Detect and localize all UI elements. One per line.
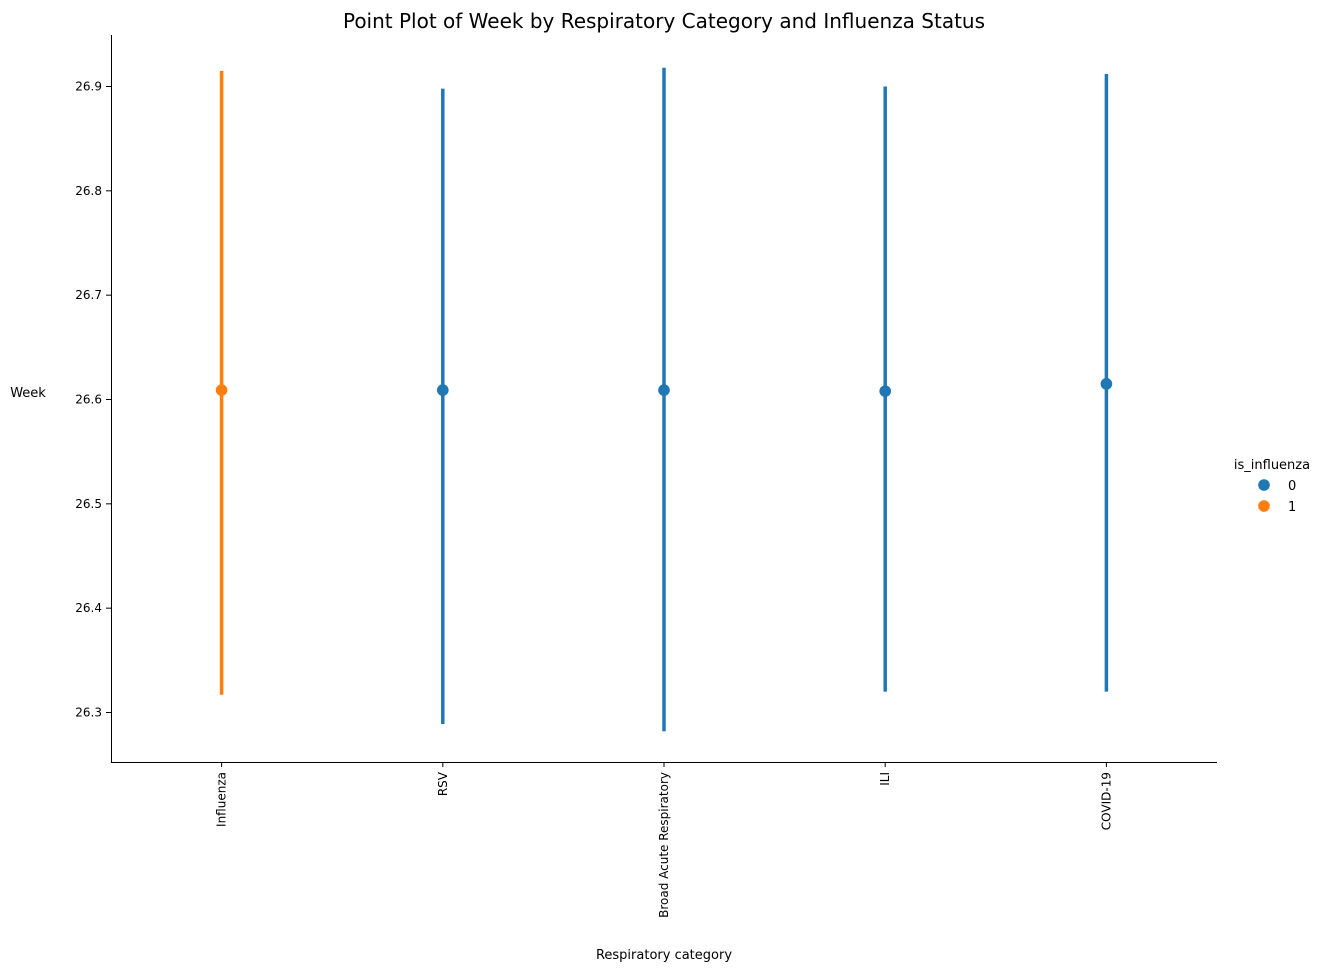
y-tick-label: 26.9 bbox=[75, 80, 102, 94]
data-point bbox=[1100, 378, 1113, 390]
y-tick-label: 26.3 bbox=[75, 706, 102, 720]
x-tick-label: ILI bbox=[878, 772, 892, 786]
legend-marker bbox=[1258, 479, 1270, 491]
data-point bbox=[658, 384, 670, 396]
y-tick-label: 26.8 bbox=[75, 184, 102, 198]
x-tick-label: Broad Acute Respiratory bbox=[657, 772, 671, 918]
y-axis-label: Week bbox=[10, 386, 46, 401]
data-point bbox=[879, 385, 891, 397]
y-tick-label: 26.6 bbox=[75, 393, 102, 407]
x-axis-label: Respiratory category bbox=[596, 948, 732, 963]
legend-entries: 01 bbox=[1258, 479, 1296, 515]
legend-label: 0 bbox=[1288, 479, 1296, 494]
y-tick-label: 26.5 bbox=[75, 497, 102, 511]
legend-title: is_influenza bbox=[1234, 458, 1310, 473]
y-tick-label: 26.4 bbox=[75, 601, 102, 615]
chart-title: Point Plot of Week by Respiratory Catego… bbox=[343, 9, 985, 33]
x-ticks: Influenza RSV Broad Acute Respiratory ILI CO… bbox=[215, 762, 1113, 918]
y-tick-label: 26.7 bbox=[75, 288, 102, 302]
data-marks bbox=[215, 67, 1113, 732]
data-point bbox=[437, 384, 449, 396]
legend-label: 1 bbox=[1288, 500, 1296, 515]
x-tick-label: RSV bbox=[436, 771, 450, 796]
legend: is_influenza 01 bbox=[1234, 458, 1310, 515]
y-ticks: 26.3 26.4 26.5 26.6 26.7 26.8 26.9 bbox=[75, 80, 111, 720]
x-tick-label: COVID-19 bbox=[1099, 772, 1113, 830]
legend-marker bbox=[1258, 500, 1270, 512]
x-tick-label: Influenza bbox=[215, 772, 229, 827]
data-point bbox=[215, 384, 228, 396]
